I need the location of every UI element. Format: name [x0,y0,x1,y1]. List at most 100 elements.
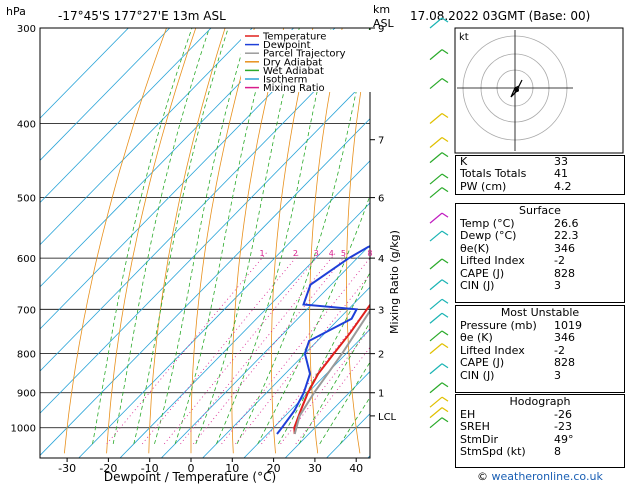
dry-adiabat-line [309,28,343,454]
mixing-ratio-line [163,252,322,445]
mixing-ratio-label: 8 [367,249,372,258]
indices-table: K 33 Totals Totals 41 PW (cm) 4.2 [455,155,625,195]
plot-frame [39,27,371,459]
hodograph-header: Hodograph [509,395,571,408]
x-tick-label: 0 [188,462,195,475]
most-unstable-table: Most Unstable Pressure (mb) 1019 θe (K) 34… [455,305,625,393]
y-tick-label: 700 [17,305,36,316]
wet-adiabat-line [236,28,370,445]
wind-barb-flag [441,396,449,402]
x-tick-label: 20 [267,462,281,475]
legend-label: Mixing Ratio [263,83,325,94]
y-tick-label: 800 [17,350,36,361]
wind-barb-flag [441,417,449,423]
isotherm-line [40,28,212,204]
wind-barb-flag [441,78,449,84]
wind-barb [429,330,443,342]
hodograph-table: Hodograph EH -26 SREH -23 StmDir 49° StmSpd… [455,394,625,468]
x-tick-label: -30 [58,462,76,475]
isotherm-line [202,286,370,458]
mixing-ratio-line [180,252,337,445]
wind-barb-flag [441,212,449,218]
wind-barb [429,258,443,270]
wind-barb-flag [441,49,449,55]
km-tick-label: 1 [378,389,384,400]
hodograph-kt-label: kt [459,32,469,43]
y-tick-label: 500 [17,194,36,205]
wind-barb-flag [441,330,449,336]
most-unstable-header: Most Unstable [500,306,580,319]
km-tick-label: 6 [378,194,384,205]
wet-adiabat-line [339,396,370,445]
isotherm-line [40,118,370,456]
mixing-ratio-line [261,304,370,445]
wind-barb [429,417,443,429]
y-tick-label: 600 [17,254,36,265]
mixing-ratio-line [106,252,268,445]
wet-adiabat-line [154,28,250,444]
mixing-ratio-line [141,252,301,445]
dry-adiabat-line [190,28,255,454]
mixing-ratio-line [221,257,370,445]
y-tick-label: 400 [17,120,36,131]
x-tick-label: 30 [308,462,322,475]
wind-barb-flag [441,230,449,236]
wind-barb [429,173,443,185]
mixing-ratio-label: 2 [293,249,298,258]
mixing-ratio-line [280,327,370,445]
wind-barb-flag [441,17,449,23]
dry-adiabat-line [417,5,444,453]
wind-barb-flag [441,382,449,388]
copyright-icon: © [477,470,488,483]
km-tick-label: 7 [378,136,384,147]
wind-barb [429,230,443,242]
dry-adiabat-line [382,5,404,453]
wet-adiabat-line [92,28,193,444]
wind-barb-flag [441,363,449,369]
dry-adiabat-line [270,28,314,454]
site-link[interactable]: weatheronline.co.uk [491,470,603,483]
km-label: km [373,3,390,16]
mixing-ratio-line [235,273,370,445]
dry-adiabat-line [106,28,197,454]
dry-adiabat-line [231,28,285,454]
wind-barb [429,312,443,324]
y-tick-label: 300 [17,24,36,35]
wet-adiabat-line [298,321,370,445]
x-tick-label: -10 [141,462,159,475]
dry-adiabat-line [148,28,226,454]
axes: 300 400 500 600 700 800 900 1000 -30 -20 -10 0 10 20 3… [11,24,397,475]
wind-barb-flag [441,152,449,158]
wind-barb [429,49,443,61]
mixing-ratio-line [193,252,349,445]
wind-barb [429,298,443,310]
wind-barb-flag [441,343,449,349]
wind-barb-flag [441,258,449,264]
wind-barb [429,396,443,408]
mixing-ratio-label: 3 [314,249,319,258]
legend-label: Temperature [262,32,326,43]
location-label: -17°45'S 177°27'E 13m ASL [58,9,226,23]
wind-barb [429,187,443,199]
mixing-ratio-label: 4 [329,249,334,258]
surface-table: Surface Temp (°C) 26.6 Dewp (°C) 22.3 θe(K… [455,203,625,303]
mixing-ratio-label: 5 [341,249,346,258]
isotherm-line [119,202,370,458]
footer[interactable]: © weatheronline.co.uk [477,470,603,483]
wind-barb [429,17,443,29]
asl-label: ASL [373,17,395,30]
isotherm-line [78,160,370,458]
y-tick-label: 900 [17,389,36,400]
wind-barb [429,137,443,148]
wet-adiabat-line [195,28,300,445]
plot-background [40,5,444,458]
km-tick-label: 3 [378,305,384,316]
legend-label: Dry Adiabat [263,57,322,68]
wind-barb-flag [441,312,449,318]
wet-adiabat-line [112,28,210,444]
mixing-ratio-label: 1 [259,249,264,258]
legend-label: Parcel Trajectory [263,49,346,60]
